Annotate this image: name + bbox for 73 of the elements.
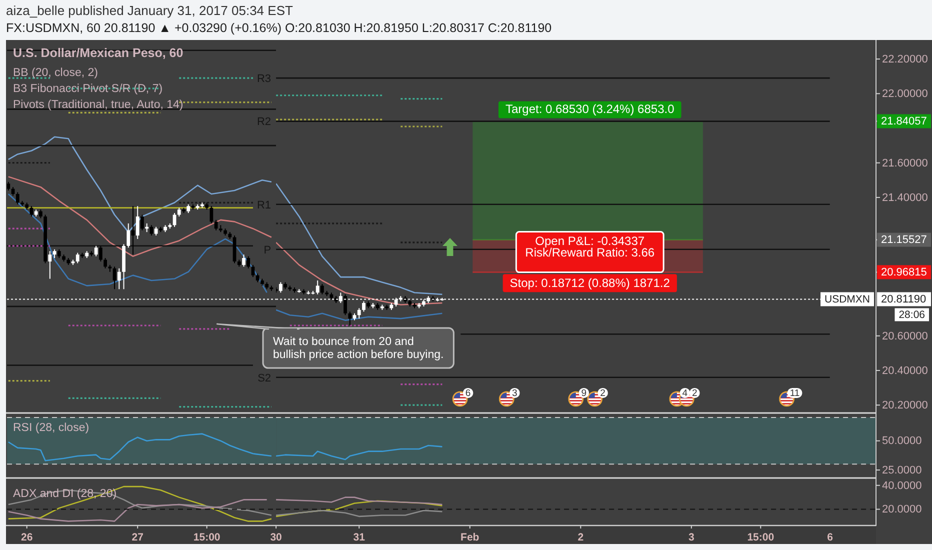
y-tick-label: 40.0000 [882,480,922,492]
x-tick-label: 31 [353,531,366,544]
y-tick-label: 20.20000 [882,399,928,412]
candlestick [76,252,80,264]
y-tick-label: 21.60000 [882,157,928,170]
candlestick [357,308,361,320]
x-tick-label: 15:00 [747,531,774,544]
text: aiza_belle published January 31, 2017 05:34 EST [6,3,293,18]
text: 20.96815 [881,266,927,279]
text: 21.84057 [881,116,927,128]
candlestick [117,268,121,290]
candlestick [210,206,214,224]
y-tick-label: 50.0000 [882,435,922,448]
annotation: B3 Fibonacci Pivot S/R (D, 7) [13,83,163,95]
text: 28:06 [898,308,926,321]
candlestick [320,283,324,295]
candlestick [344,294,347,316]
annotation: 2 [600,388,606,399]
y-tick-label: 25.0000 [882,464,922,476]
y-tick-label: 20.40000 [882,364,928,377]
ref-line-label: 20.81190 [881,294,926,306]
candlestick [140,214,144,231]
x-tick-label: 15:00 [193,531,220,544]
annotation: 11 [790,388,800,399]
candlestick [48,250,52,280]
y-tick-label: 22.20000 [882,53,928,66]
candlestick [316,280,320,295]
line-series [276,242,443,306]
x-tick-label: 3 [688,531,694,544]
x-tick-label: 26 [21,531,33,544]
y-tick-label: 21.40000 [882,192,928,204]
candlestick [362,300,366,312]
y-tick-label: 22.00000 [882,88,928,100]
candlestick [251,264,255,278]
x-tick-label: Feb [460,531,480,544]
annotation: USDMXN [824,293,870,306]
text: 6 [827,531,834,544]
line-series [276,309,443,321]
candlestick [98,245,102,262]
annotation: BB (20, close, 2) [13,67,98,79]
line-series [276,496,443,506]
y-tick-label: 20.60000 [882,330,928,342]
annotation: 4 [682,388,688,399]
candlestick [246,256,250,269]
candlestick [136,206,140,240]
candlestick [214,219,218,231]
candlestick [242,254,246,268]
annotation: Stop: 0.18712 (0.88%) 1871.2 [510,276,670,290]
candlestick [150,224,154,236]
annotation: 9 [581,388,587,399]
text: 21.15527 [881,234,927,246]
x-tick-label: 27 [132,531,144,544]
line-series [276,444,443,460]
line-series [276,182,443,295]
candlestick [16,192,20,205]
x-tick-label: 2 [578,531,584,544]
annotation: 6 [465,388,471,399]
x-tick-label: 30 [270,531,282,544]
text: FX:USDMXN, 60 20.81190 ▲ +0.03290 (+0.16%) O:20.81030 H:20.81950 L:20.80317 C:20.81190 [6,21,552,35]
candlestick [348,311,352,326]
candlestick [278,282,282,294]
text: RSI (28, close) [13,422,90,434]
annotation: Wait to bounce from 20 and bullish price action before buying. [273,336,444,361]
annotation: 2 [692,388,698,399]
annotation: Pivots (Traditional, true, Auto, 14) [13,99,184,111]
text: U.S. Dollar/Mexican Peso, 60 [13,46,184,60]
candlestick [94,245,98,257]
annotation: 3 [512,388,518,399]
annotation: Open P&L: -0.34337 [535,234,645,248]
annotation: Target: 0.68530 (3.24%) 6853.0 [505,102,675,116]
candlestick [126,222,130,248]
y-tick-label: 20.0000 [882,504,922,516]
candlestick [104,258,107,269]
